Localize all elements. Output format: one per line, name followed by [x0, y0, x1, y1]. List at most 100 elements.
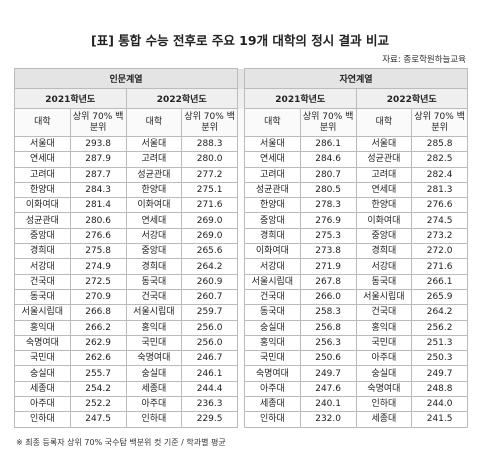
percentile: 256.3: [299, 334, 357, 352]
percentile: 274.9: [69, 258, 127, 275]
university: 이화여대: [355, 212, 413, 229]
university: 세종대: [355, 411, 413, 428]
percentile: 256.0: [181, 319, 238, 336]
university: 동국대: [125, 273, 183, 290]
table-row: 연세대 287.9 고려대 280.0 연세대 284.6 성균관대 282.5: [14, 151, 468, 168]
percentile: 266.2: [69, 319, 127, 336]
university: 중앙대: [355, 227, 413, 245]
percentile: 277.2: [181, 166, 238, 183]
university: 홍익대: [14, 319, 71, 336]
percentile: 276.6: [411, 197, 468, 214]
university: 세종대: [125, 380, 183, 398]
gap: [237, 335, 245, 351]
university: 한양대: [14, 181, 71, 199]
university: 고려대: [355, 166, 413, 183]
university: 연세대: [355, 181, 413, 199]
university: 서울대: [244, 135, 301, 153]
percentile: 280.6: [69, 212, 127, 229]
percentile: 284.6: [299, 151, 357, 168]
university: 세종대: [14, 380, 71, 398]
university: 아주대: [125, 396, 183, 413]
university: 이화여대: [14, 197, 71, 214]
gap: [237, 274, 245, 290]
university: 성균관대: [244, 181, 301, 199]
gap: [237, 258, 245, 275]
percentile: 241.5: [411, 411, 468, 428]
table-row: 세종대 254.2 세종대 244.4 아주대 247.6 숙명여대 248.8: [14, 380, 468, 398]
table-row: 홍익대 266.2 홍익대 256.0 숭실대 256.8 홍익대 256.2: [14, 319, 468, 336]
gap: [237, 167, 245, 183]
university: 서울시립대: [355, 288, 413, 306]
table-row: 서울대 293.8 서울대 288.3 서울대 286.1 서울대 285.8: [14, 135, 468, 153]
footnote: ※ 최종 등록자 상위 70% 국수탐 백분위 컷 기준 / 학과별 평균: [16, 438, 226, 447]
university: 아주대: [355, 350, 413, 367]
university: 경희대: [244, 227, 301, 245]
university: 중앙대: [244, 212, 301, 229]
gap: [237, 365, 245, 382]
university: 숭실대: [244, 319, 301, 336]
university: 중앙대: [125, 243, 183, 260]
university: 숭실대: [125, 365, 183, 382]
year-row: 2021학년도 2022학년도 2021학년도 2022학년도: [14, 88, 468, 109]
table-row: 경희대 275.8 중앙대 265.6 이화여대 273.8 경희대 272.0: [14, 243, 468, 260]
university: 서강대: [125, 227, 183, 245]
year-header: 2021학년도: [244, 88, 357, 109]
gap: [237, 197, 245, 213]
percentile: 265.6: [181, 243, 238, 260]
percentile: 264.2: [411, 304, 468, 321]
university: 서울대: [14, 135, 71, 153]
percentile: 256.2: [411, 319, 468, 336]
column-row: 대학 상위 70% 백분위 대학 상위 70% 백분위 대학 상위 70% 백분위 대학 상위…: [14, 108, 468, 137]
gap: [237, 381, 245, 397]
percentile: 256.8: [299, 319, 357, 336]
gap: [237, 151, 245, 168]
university: 연세대: [14, 151, 71, 168]
university: 건국대: [125, 288, 183, 306]
university: 성균관대: [355, 151, 413, 168]
university: 고려대: [14, 166, 71, 183]
percentile: 262.6: [69, 350, 127, 367]
percentile: 271.6: [411, 258, 468, 275]
percentile: 282.4: [411, 166, 468, 183]
gap: [237, 243, 245, 259]
percentile: 282.5: [411, 151, 468, 168]
university: 인하대: [244, 411, 301, 428]
university: 서울시립대: [14, 304, 71, 321]
gap: [237, 304, 245, 321]
year-header: 2022학년도: [355, 88, 468, 109]
percentile: 284.3: [69, 181, 127, 199]
university: 국민대: [125, 334, 183, 352]
percentile: 247.6: [299, 380, 357, 398]
university: 홍익대: [125, 319, 183, 336]
university: 고려대: [244, 166, 301, 183]
percentile: 280.0: [181, 151, 238, 168]
percentile: 278.3: [299, 197, 357, 214]
percentile: 244.0: [411, 396, 468, 413]
percentile: 275.1: [181, 181, 238, 199]
university: 경희대: [14, 243, 71, 260]
percentile: 280.5: [299, 181, 357, 199]
university: 인하대: [355, 396, 413, 413]
university: 건국대: [14, 273, 71, 290]
table-row: 아주대 252.2 아주대 236.3 세종대 240.1 인하대 244.0: [14, 396, 468, 413]
percentile: 260.7: [181, 288, 238, 306]
university: 인하대: [125, 411, 183, 428]
percentile: 280.7: [299, 166, 357, 183]
percentile: 250.3: [411, 350, 468, 367]
percentile: 271.9: [299, 258, 357, 275]
percentile: 269.0: [181, 227, 238, 245]
university: 숭실대: [355, 365, 413, 382]
source: 자료: 종로학원하늘교육: [382, 55, 466, 65]
gap: [237, 320, 245, 336]
gap: [237, 182, 245, 198]
percentile: 267.8: [299, 273, 357, 290]
percentile: 259.7: [181, 304, 238, 321]
table-row: 성균관대 280.6 연세대 269.0 중앙대 276.9 이화여대 274.5: [14, 212, 468, 229]
university: 이화여대: [244, 243, 301, 260]
table-head: 인문계열 자연계열 2021학년도 2022학년도 2021학년도 2022학년도 대학 상위…: [14, 68, 468, 137]
group-row: 인문계열 자연계열: [14, 68, 468, 89]
university: 서울시립대: [125, 304, 183, 321]
university: 숭실대: [14, 365, 71, 382]
university: 성균관대: [125, 166, 183, 183]
university: 국민대: [244, 350, 301, 367]
